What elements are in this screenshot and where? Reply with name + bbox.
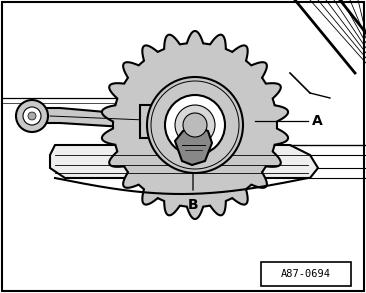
Text: A87-0694: A87-0694	[281, 269, 331, 279]
Polygon shape	[50, 145, 318, 178]
Circle shape	[147, 77, 243, 173]
Circle shape	[175, 105, 215, 145]
Polygon shape	[32, 108, 155, 128]
Polygon shape	[102, 31, 288, 219]
Circle shape	[183, 113, 207, 137]
FancyBboxPatch shape	[261, 262, 351, 286]
Text: B: B	[188, 198, 198, 212]
Polygon shape	[140, 105, 165, 138]
Text: A: A	[312, 114, 323, 128]
Circle shape	[28, 112, 36, 120]
Polygon shape	[175, 125, 212, 165]
Circle shape	[23, 107, 41, 125]
Circle shape	[165, 95, 225, 155]
Circle shape	[16, 100, 48, 132]
